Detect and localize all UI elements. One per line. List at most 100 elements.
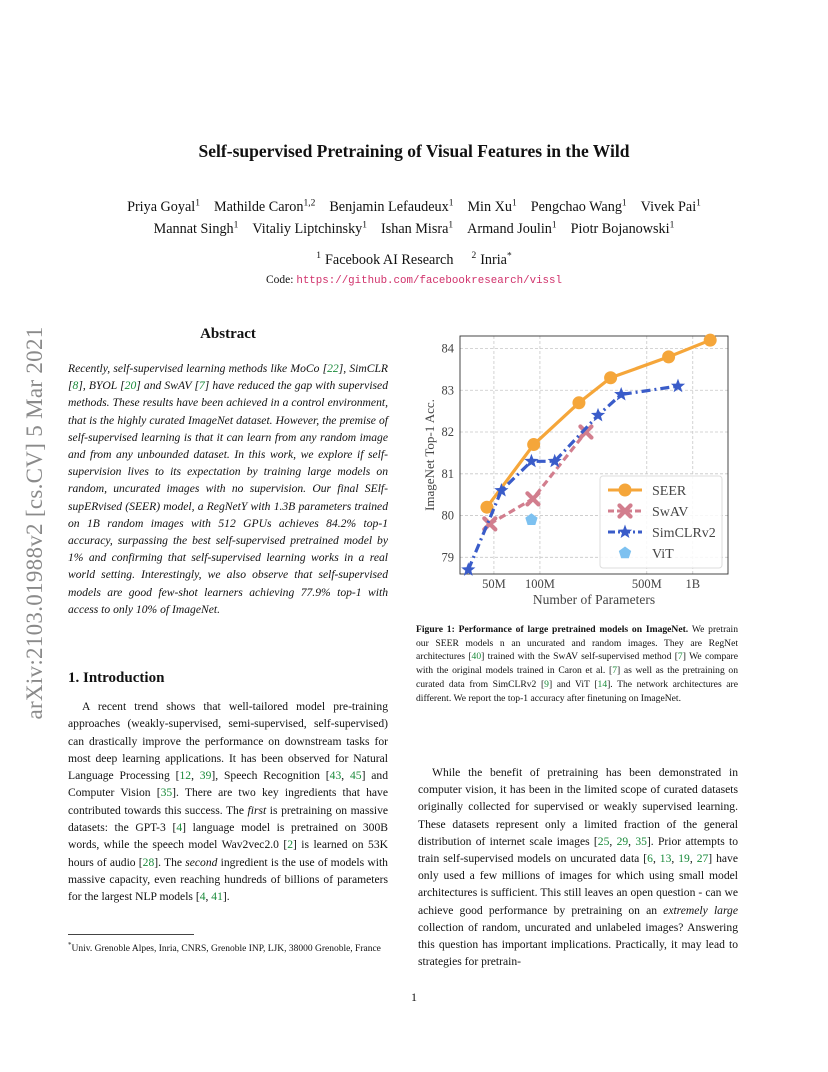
x-tick-label: 500M [632,577,662,591]
author-name: Pengchao Wang [530,198,622,215]
citation-link[interactable]: 6 [647,852,653,866]
text-run: ]. The network architectures are differe… [416,678,738,704]
citation-link[interactable]: 29 [616,834,629,848]
citation-link[interactable]: 28 [142,855,155,869]
citation-link[interactable]: 35 [160,786,173,800]
author-line-2: Mannat Singh1 Vitaliy Liptchinsky1 Ishan M… [60,217,768,240]
citation-link[interactable]: 25 [597,834,610,848]
data-point-seer [604,371,618,385]
citation-link[interactable]: 20 [124,379,137,393]
author-name: Min Xu [467,198,512,215]
text-run: , [671,852,679,866]
citation-link[interactable]: 45 [349,769,362,783]
series-line-seer [485,338,711,509]
data-point-swav [525,491,541,507]
y-tick-label: 82 [442,425,455,439]
data-point-simclrv2 [494,483,509,497]
author-name: Ishan Misra [381,221,449,238]
citation-link[interactable]: 7 [612,665,617,677]
legend-box [599,475,723,569]
author-name: Piotr Bojanowski [570,221,670,238]
author-affiliation-mark: 1 [511,198,517,208]
legend-label: ViT [652,547,674,562]
legend-label: SwAV [652,505,688,520]
data-point-simclrv2 [590,407,606,422]
data-point-seer [662,350,676,364]
emphasis-text: second [185,855,218,869]
citation-link[interactable]: 8 [72,379,79,393]
legend-label: SEER [652,484,687,499]
citation-link[interactable]: 4 [199,890,206,904]
citation-link[interactable]: 27 [696,852,709,866]
emphasis-text: first [247,803,267,817]
author-name: Vitaliy Liptchinsky [252,221,363,238]
citation-link[interactable]: 2 [287,838,294,852]
citation-link[interactable]: 40 [471,651,482,663]
paper-title: Self-supervised Pretraining of Visual Fe… [198,141,630,161]
data-point-simclrv2 [670,378,686,393]
x-tick-label: 50M [482,577,506,591]
plot-frame [459,335,729,575]
text-run: ]. [222,890,230,904]
citation-link[interactable]: 14 [597,678,608,690]
author: Pengchao Wang1 [530,198,627,215]
data-point-seer [480,500,494,514]
legend-marker [617,503,633,519]
y-tick-label: 83 [442,383,455,397]
text-run: , [191,769,200,783]
affiliation-footnote-mark: * [506,251,512,261]
citation-link[interactable]: 7 [677,651,683,663]
text-run: , [609,834,617,848]
x-tick-label: 100M [525,577,555,591]
y-axis-label: ImageNet Top-1 Acc. [422,399,437,511]
citation-link[interactable]: 9 [544,678,549,690]
text-run: ] and SwAV [ [136,379,199,393]
author: Armand Joulin1 [467,221,556,238]
text-run: ] trained with the SwAV self-supervised … [481,651,678,663]
y-tick-label: 84 [442,342,455,356]
text-run: ] have only used a few millions of image… [418,852,738,917]
text-run: ], Speech Recognition [ [211,769,330,783]
citation-link[interactable]: 22 [327,362,339,375]
author-affiliation-mark: 1 [362,220,368,231]
author: Vitaliy Liptchinsky1 [252,220,368,238]
citation-link[interactable]: 19 [678,852,690,866]
footnote: *Univ. Grenoble Alpes, Inria, CNRS, Gren… [68,939,388,957]
arxiv-identifier: arXiv:2103.01988v2 [cs.CV] 5 Mar 2021 [22,326,47,720]
citation-link[interactable]: 39 [199,769,212,783]
abstract-heading: Abstract [200,326,256,342]
text-run: , [341,769,350,783]
citation-link[interactable]: 12 [179,769,192,783]
data-point-seer [703,333,717,347]
affiliation-name: Inria [480,251,507,268]
author-name: Priya Goyal [127,198,196,215]
page-number: 1 [411,990,417,1004]
caption-label: Figure 1: Performance of large pretraine… [416,624,689,635]
author: Piotr Bojanowski1 [570,221,675,238]
text-run: , [652,852,660,866]
author-line-1: Priya Goyal1 Mathilde Caron1,2 Benjamin Le… [60,194,768,217]
text-run: ] We compare with the original models tr… [416,651,738,677]
author-name: Vivek Pai [640,198,697,215]
legend-marker [618,546,632,559]
citation-link[interactable]: 13 [659,852,672,866]
data-point-simclrv2 [524,453,539,468]
citation-link[interactable]: 43 [329,769,342,783]
author-affiliation-mark: 1 [696,198,701,208]
text-run: ], SimCLR [ [68,362,388,393]
author: Priya Goyal1 [127,198,200,215]
y-tick-label: 81 [442,467,455,481]
code-link[interactable]: https://github.com/facebookresearch/viss… [296,275,562,287]
citation-link[interactable]: 4 [176,821,183,835]
author-affiliation-mark: 1 [621,198,627,208]
citation-link[interactable]: 41 [211,890,223,904]
text-run: ] language model is pretrained on 300B w… [68,821,388,852]
citation-link[interactable]: 35 [635,834,647,848]
author: Mathilde Caron1,2 [214,198,315,215]
data-point-simclrv2 [547,453,562,468]
legend-marker [617,524,633,538]
text-run: ] is learned on 53K hours of audio [ [68,838,388,869]
citation-link[interactable]: 7 [198,379,205,393]
data-point-simclrv2 [614,387,629,401]
footnote-mark: * [68,941,72,949]
